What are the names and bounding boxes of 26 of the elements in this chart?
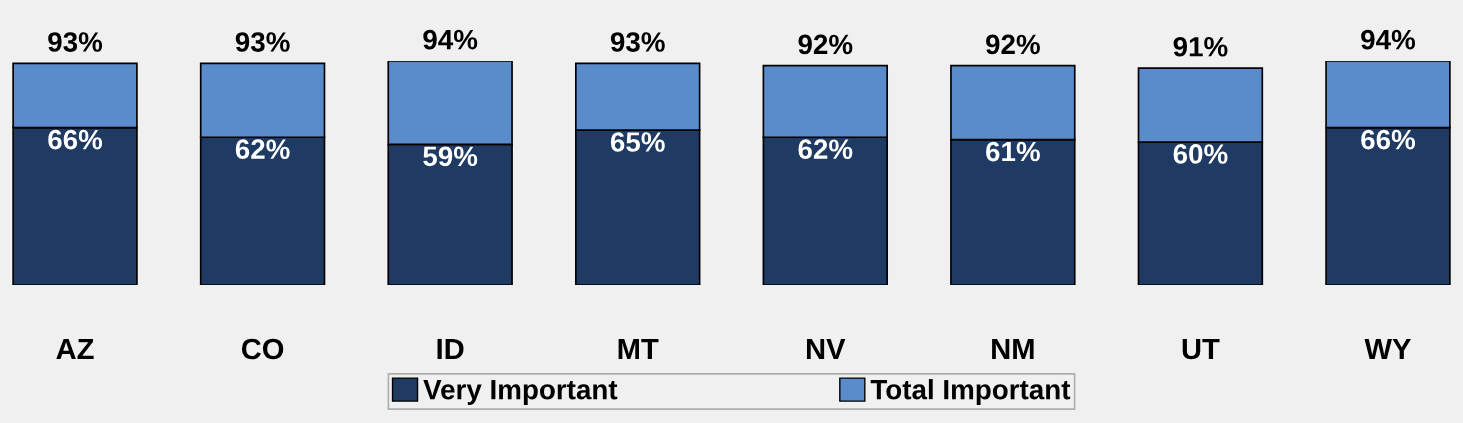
- x-tick-label: MT: [618, 338, 659, 360]
- data-label: 62%: [798, 139, 853, 159]
- total-label: 93%: [48, 32, 103, 52]
- data-label: 60%: [1173, 144, 1228, 164]
- data-label: 65%: [610, 132, 665, 152]
- total-label: 94%: [1361, 29, 1416, 50]
- x-tick-label: AZ: [56, 338, 94, 360]
- total-label: 91%: [1173, 36, 1228, 57]
- data-label: 66%: [1361, 129, 1416, 150]
- total-label: 92%: [986, 34, 1040, 55]
- data-label: 62%: [235, 139, 290, 159]
- x-tick-label: UT: [1182, 338, 1220, 360]
- x-tick-label: ID: [437, 338, 464, 360]
- total-label: 92%: [798, 34, 853, 55]
- data-label: 59%: [423, 146, 478, 167]
- x-tick-label: CO: [241, 338, 284, 360]
- data-label: 66%: [48, 129, 103, 150]
- x-tick-label: NV: [806, 338, 846, 360]
- total-label: 94%: [423, 29, 478, 50]
- x-tick-label: WY: [1364, 338, 1411, 360]
- total-label: 93%: [235, 32, 290, 52]
- legend-label: Total Important: [870, 379, 1071, 405]
- x-tick-label: NM: [992, 338, 1034, 360]
- legend-label: Very Important: [423, 380, 618, 405]
- data-label: 61%: [986, 141, 1040, 162]
- total-label: 93%: [610, 32, 665, 52]
